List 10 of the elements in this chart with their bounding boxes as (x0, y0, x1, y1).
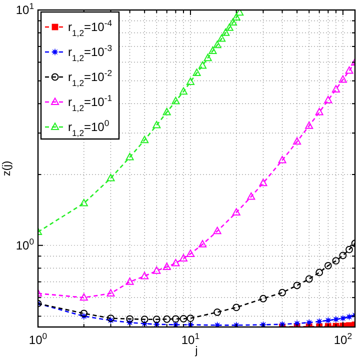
y-axis-title: z(j) (1, 160, 13, 176)
x-tick-label: 10$^{1}$ (181, 331, 200, 347)
x-tick-label: 10$^{0}$ (28, 331, 48, 347)
legend-label: r$_{1,2}$=10$^{-2}$ (68, 68, 112, 88)
legend-label: r$_{1,2}$=10$^{-4}$ (68, 18, 112, 38)
legend-label: r$_{1,2}$=10$^{-3}$ (68, 43, 112, 63)
legend-label: r$_{1,2}$=10$^{0}$ (68, 118, 110, 138)
x-axis-title: j (194, 345, 198, 357)
legend-label: r$_{1,2}$=10$^{-1}$ (68, 93, 112, 113)
x-tick-label: 10$^{2}$ (334, 331, 352, 347)
